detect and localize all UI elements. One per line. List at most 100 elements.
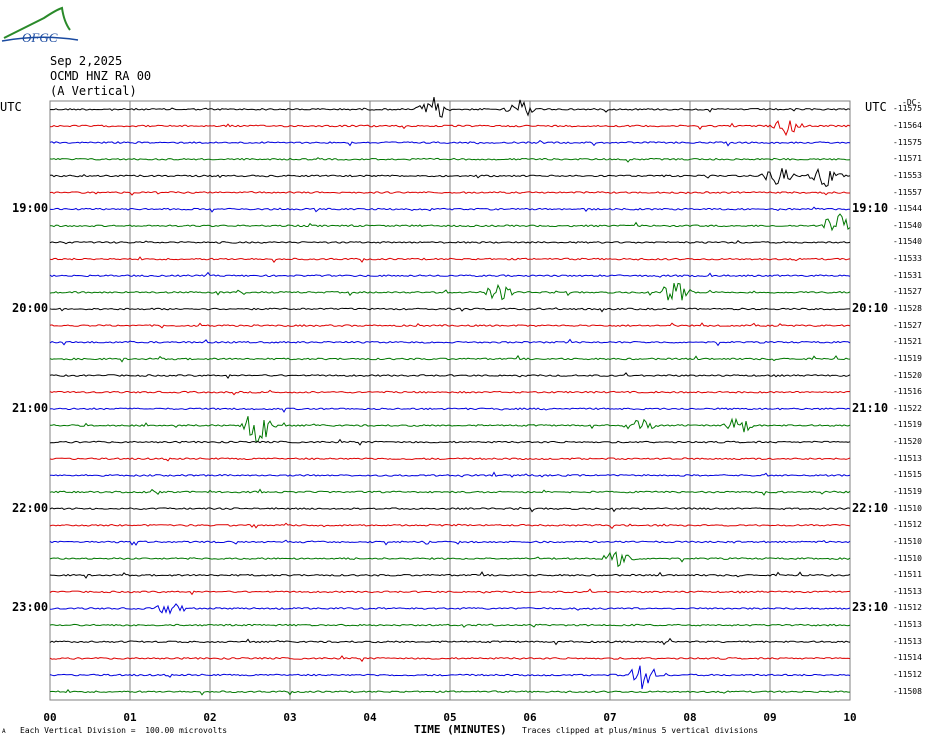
utc-right-label: UTC bbox=[865, 100, 887, 114]
dc-offset-label: -11515 bbox=[893, 470, 922, 480]
trace-row-26 bbox=[49, 539, 851, 546]
dc-offset-label: -11527 bbox=[893, 320, 922, 330]
dc-offset-label: -11557 bbox=[893, 187, 922, 197]
trace-row-8 bbox=[49, 239, 851, 245]
dc-offset-label: -11527 bbox=[893, 287, 922, 297]
dc-offset-label: -11540 bbox=[893, 237, 922, 247]
dc-offset-label: -11519 bbox=[893, 487, 922, 496]
component-label: (A Vertical) bbox=[50, 84, 137, 98]
hour-label-right: 19:10 bbox=[852, 201, 889, 216]
dc-offset-label: -11564 bbox=[893, 120, 922, 130]
logo-text: OFGC bbox=[22, 30, 58, 45]
trace-row-24 bbox=[49, 506, 851, 513]
x-tick-label: 09 bbox=[763, 711, 777, 724]
dc-offset-label: -11510 bbox=[893, 536, 922, 546]
x-tick-label: 00 bbox=[43, 711, 57, 724]
dc-offset-label: -11512 bbox=[893, 520, 922, 530]
x-tick-label: 08 bbox=[683, 711, 697, 724]
trace-row-19 bbox=[50, 416, 851, 442]
logo-swoosh bbox=[3, 6, 71, 39]
ofgc-logo: OFGC bbox=[1, 6, 79, 45]
dc-offset-label: -11528 bbox=[893, 303, 922, 313]
trace-row-27 bbox=[49, 551, 851, 568]
x-tick-label: 10 bbox=[843, 711, 857, 724]
x-tick-label: 07 bbox=[603, 711, 617, 724]
x-axis-title: TIME (MINUTES) bbox=[414, 723, 507, 736]
x-tick-label: 05 bbox=[443, 711, 457, 724]
trace-row-29 bbox=[49, 588, 851, 596]
trace-row-23 bbox=[49, 488, 851, 496]
hour-label-left: 19:00 bbox=[12, 201, 49, 216]
dc-offset-label: -11521 bbox=[893, 337, 922, 347]
dc-offset-label: -11516 bbox=[893, 387, 922, 397]
trace-row-15 bbox=[49, 354, 851, 363]
trace-row-16 bbox=[49, 372, 851, 379]
dc-offset-label: -11511 bbox=[893, 570, 922, 580]
dc-offset-label: -11531 bbox=[893, 270, 922, 280]
hour-label-left: 22:00 bbox=[12, 500, 49, 515]
station-label: OCMD HNZ RA 00 bbox=[50, 69, 152, 83]
trace-row-11 bbox=[49, 282, 851, 301]
trace-row-28 bbox=[49, 571, 851, 579]
hour-label-left: 20:00 bbox=[12, 300, 49, 315]
dc-offset-label: -11519 bbox=[893, 353, 922, 363]
dc-offset-label: -11512 bbox=[893, 603, 922, 613]
x-tick-label: 06 bbox=[523, 711, 537, 724]
dc-offset-label: -11533 bbox=[893, 254, 922, 264]
trace-row-20 bbox=[49, 438, 851, 446]
trace-row-9 bbox=[49, 256, 851, 264]
dc-offset-label: -11575 bbox=[893, 104, 922, 114]
scale-note: Each Vertical Division = 100.00 microvol… bbox=[20, 726, 228, 735]
hour-label-left: 23:00 bbox=[12, 600, 49, 615]
logo-underline bbox=[1, 36, 79, 42]
dc-offset-label: -11513 bbox=[893, 586, 922, 596]
dc-header-label: -DC- bbox=[902, 98, 922, 107]
utc-left-label: UTC bbox=[0, 100, 22, 114]
trace-row-6 bbox=[49, 206, 851, 213]
trace-row-3 bbox=[49, 157, 851, 163]
trace-row-22 bbox=[49, 471, 851, 478]
dc-offset-label: -11508 bbox=[893, 686, 922, 696]
trace-row-35 bbox=[49, 688, 850, 696]
dc-offset-label: -11553 bbox=[893, 170, 922, 180]
dc-offset-label: -11522 bbox=[893, 403, 922, 413]
trace-row-5 bbox=[49, 190, 850, 196]
trace-row-10 bbox=[49, 271, 851, 278]
x-tick-label: 02 bbox=[203, 711, 217, 724]
trace-row-2 bbox=[49, 139, 851, 147]
trace-row-21 bbox=[49, 457, 851, 462]
trace-row-34 bbox=[49, 665, 851, 690]
dc-offset-label: -11575 bbox=[893, 137, 922, 147]
trace-row-17 bbox=[49, 389, 851, 396]
trace-row-1 bbox=[49, 120, 851, 137]
hour-label-right: 22:10 bbox=[852, 500, 889, 515]
dc-offset-label: -11513 bbox=[893, 620, 922, 630]
dc-offset-label: -11510 bbox=[893, 503, 922, 513]
hour-label-right: 21:10 bbox=[852, 400, 889, 415]
trace-row-30 bbox=[49, 603, 851, 615]
trace-row-0 bbox=[49, 97, 851, 118]
dc-offset-label: -11519 bbox=[893, 420, 922, 430]
dc-offset-label: -11514 bbox=[893, 653, 922, 663]
hour-label-right: 23:10 bbox=[852, 600, 889, 615]
dc-offset-label: -11510 bbox=[893, 553, 922, 563]
corner-mark: A bbox=[2, 728, 6, 735]
trace-row-33 bbox=[49, 655, 851, 663]
trace-row-31 bbox=[49, 623, 851, 628]
trace-row-25 bbox=[49, 522, 851, 530]
date-label: Sep 2,2025 bbox=[50, 54, 123, 68]
dc-offset-label: -11513 bbox=[893, 636, 922, 646]
trace-row-7 bbox=[50, 213, 851, 232]
dc-offset-label: -11520 bbox=[893, 437, 922, 447]
x-tick-label: 04 bbox=[363, 711, 377, 724]
trace-row-13 bbox=[49, 322, 851, 329]
trace-row-14 bbox=[49, 338, 851, 347]
dc-offset-label: -11513 bbox=[893, 453, 922, 463]
hour-label-right: 20:10 bbox=[852, 300, 889, 315]
dc-offset-label: -11540 bbox=[893, 220, 922, 230]
dc-offset-label: -11544 bbox=[893, 204, 922, 214]
trace-row-32 bbox=[49, 637, 851, 646]
hour-label-left: 21:00 bbox=[12, 400, 49, 415]
trace-row-4 bbox=[49, 167, 851, 188]
